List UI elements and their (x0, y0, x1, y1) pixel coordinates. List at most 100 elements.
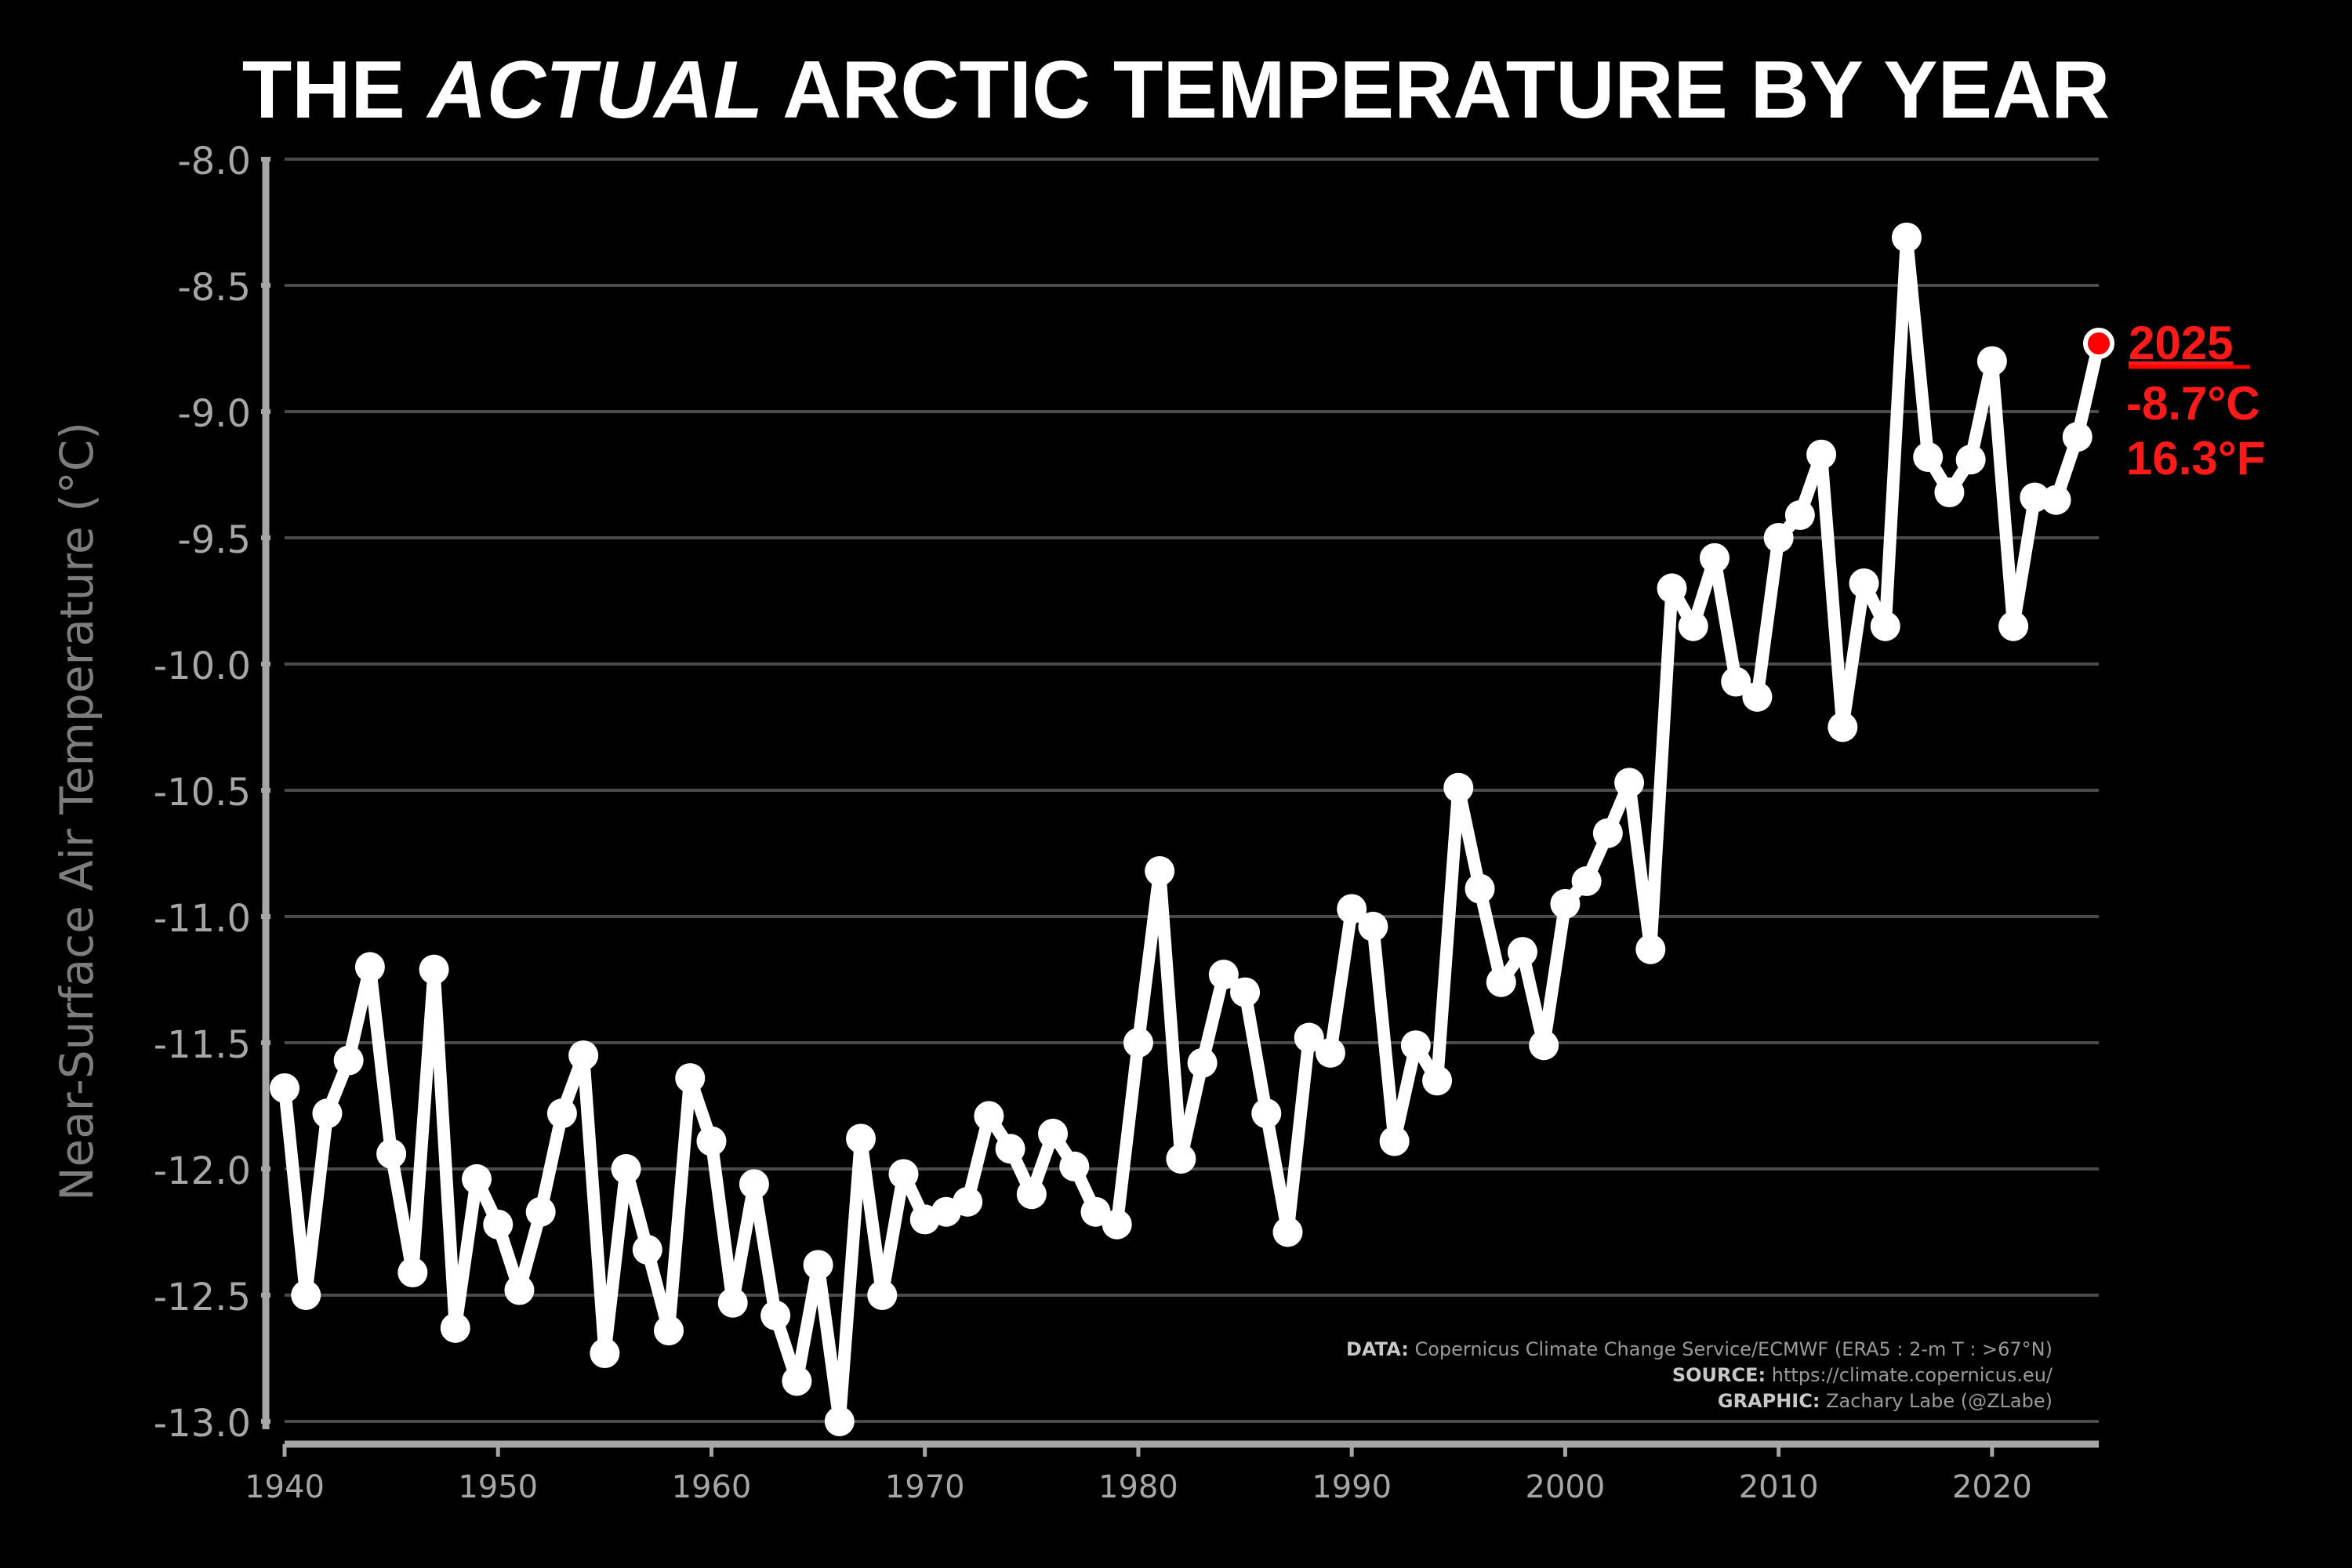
x-tick-label: 1990 (1312, 1469, 1392, 1505)
x-tick-label: 1960 (672, 1469, 752, 1505)
data-point (1699, 543, 1730, 573)
data-point (2041, 485, 2071, 515)
credit-graphic-text: Zachary Labe (@ZLabe) (1820, 1390, 2053, 1412)
data-point (1784, 500, 1815, 531)
data-point (803, 1250, 833, 1280)
data-point (1443, 772, 1474, 803)
data-point (1294, 1022, 1324, 1053)
y-axis-label: Near-Surface Air Temperature (°C) (50, 422, 103, 1201)
y-tick-labels: -8.0 -8.5 -9.0 -9.5 -10.0 -10.5 -11.0 -11.5 -12.… (154, 140, 251, 1446)
data-point (1379, 1126, 1410, 1156)
data-point (888, 1159, 919, 1189)
y-tick-label: -11.0 (154, 897, 251, 941)
data-point (1976, 346, 2007, 376)
credit-graphic-label: GRAPHIC: (1718, 1390, 1820, 1412)
data-point (654, 1316, 684, 1346)
data-point (1315, 1037, 1345, 1068)
data-point (1465, 873, 1495, 904)
data-point (397, 1258, 428, 1288)
data-point (462, 1163, 492, 1194)
credit-data: DATA: Copernicus Climate Change Service/… (1346, 1338, 2053, 1360)
data-point (291, 1280, 321, 1310)
data-point (1955, 445, 1986, 475)
data-point (1358, 911, 1388, 942)
temperature-line (278, 230, 2105, 1428)
data-point (1635, 934, 1666, 964)
y-tick-label: -10.5 (154, 771, 251, 815)
y-tick-label: -12.0 (154, 1149, 251, 1193)
credit-graphic: GRAPHIC: Zachary Labe (@ZLabe) (1718, 1390, 2053, 1412)
x-tick-label: 1940 (245, 1469, 325, 1505)
data-point (2062, 422, 2092, 452)
data-point (1272, 1217, 1303, 1247)
data-point (824, 1406, 855, 1436)
data-point (1614, 768, 1645, 798)
data-point (354, 952, 385, 982)
credits: DATA: Copernicus Climate Change Service/… (1346, 1338, 2053, 1412)
credit-source-text: https://climate.copernicus.eu/ (1766, 1364, 2053, 1386)
y-tick-label: -8.5 (177, 266, 251, 310)
annotation-year: 2025 (2129, 317, 2233, 369)
data-point (1571, 866, 1602, 896)
data-point (1550, 888, 1581, 919)
data-point (1337, 894, 1367, 924)
data-point (1208, 960, 1239, 990)
data-point (632, 1235, 662, 1265)
data-point (1891, 222, 1922, 252)
data-point (1102, 1209, 1132, 1240)
data-point (1400, 1030, 1431, 1061)
credit-source-label: SOURCE: (1672, 1364, 1766, 1386)
y-tick-label: -10.0 (154, 644, 251, 688)
data-point (312, 1098, 343, 1129)
axes (261, 157, 2099, 1457)
x-tick-label: 2010 (1739, 1469, 1819, 1505)
credit-data-label: DATA: (1346, 1338, 1409, 1360)
y-tick-label: -9.5 (177, 518, 251, 562)
data-point (867, 1280, 898, 1310)
data-point (1678, 611, 1708, 641)
x-tick-label: 1950 (458, 1469, 538, 1505)
data-point (1742, 681, 1773, 712)
data-point (760, 1300, 791, 1330)
data-point (675, 1063, 706, 1094)
y-tick-label: -12.5 (154, 1276, 251, 1319)
data-point (1913, 441, 1944, 472)
data-point (1486, 967, 1516, 997)
y-tick-label: -9.0 (177, 392, 251, 436)
x-tick-label: 1980 (1098, 1469, 1178, 1505)
data-point (504, 1275, 535, 1305)
chart-title-prefix: THE (242, 45, 428, 136)
data-point (995, 1134, 1025, 1164)
x-tick-label: 2020 (1952, 1469, 2032, 1505)
data-point (1422, 1065, 1453, 1096)
x-tick-label: 1970 (885, 1469, 965, 1505)
data-point (1657, 573, 1687, 604)
data-point (419, 954, 449, 985)
data-point (1998, 611, 2029, 641)
data-point (1934, 477, 1965, 508)
temperature-series (270, 222, 2114, 1436)
data-point (1166, 1144, 1196, 1174)
chart-title: THE ACTUAL ARCTIC TEMPERATURE BY YEAR (242, 45, 2110, 136)
data-point (1123, 1028, 1153, 1058)
data-point (1145, 856, 1175, 887)
credit-source: SOURCE: https://climate.copernicus.eu/ (1672, 1364, 2053, 1386)
data-point (440, 1312, 470, 1343)
data-point (568, 1040, 599, 1071)
data-point (1849, 568, 1879, 598)
data-point (739, 1169, 769, 1200)
data-point (1828, 712, 1858, 742)
data-point (1721, 666, 1751, 697)
data-point (483, 1209, 514, 1240)
data-point (1763, 523, 1794, 553)
annotation-fahrenheit: 16.3°F (2126, 432, 2265, 485)
data-point (270, 1073, 299, 1103)
data-point (1038, 1118, 1069, 1149)
data-point (1529, 1030, 1559, 1061)
data-point (376, 1138, 407, 1169)
data-point (953, 1186, 983, 1217)
y-tick-label: -11.5 (154, 1023, 251, 1067)
credit-data-text: Copernicus Climate Change Service/ECMWF … (1409, 1338, 2053, 1360)
data-point (717, 1287, 748, 1318)
